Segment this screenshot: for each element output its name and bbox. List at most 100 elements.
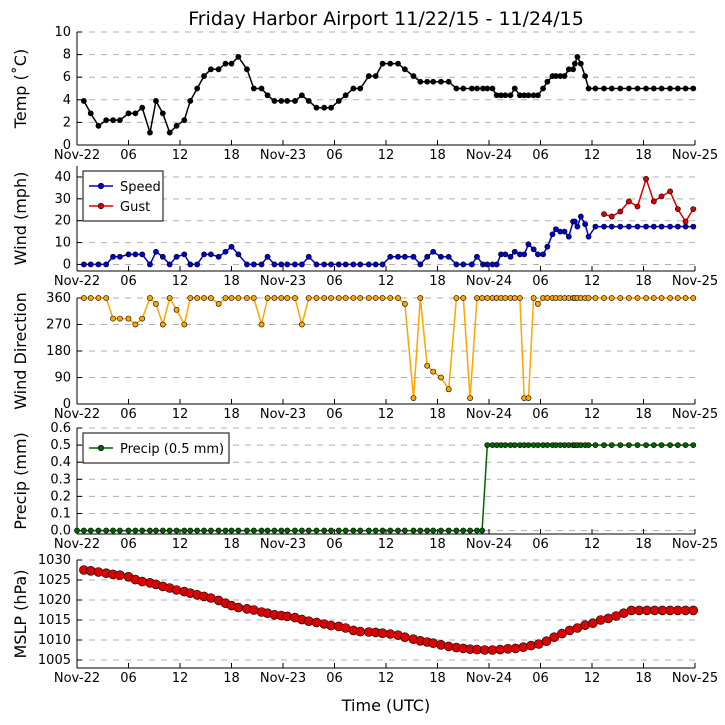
wind-dir-data-point	[328, 295, 334, 301]
temp-data-point	[357, 85, 364, 92]
precip-ylabel: Precip (mm)	[11, 432, 30, 530]
precip-data-point	[401, 527, 408, 534]
chart-title: Friday Harbor Airport 11/22/15 - 11/24/1…	[188, 8, 584, 30]
temp-data-point	[147, 129, 153, 136]
temp-data-point	[682, 85, 689, 92]
precip-legend-marker	[97, 444, 105, 452]
temp-xtick-label: 18	[429, 148, 446, 163]
wind-data-point	[565, 233, 572, 240]
mslp-data-point	[688, 605, 699, 616]
wind-dir-data-point	[80, 295, 87, 301]
temp-data-point	[585, 85, 592, 92]
wind-dir-data-point	[379, 295, 386, 301]
wind-dir-ytick-label: 0	[63, 397, 71, 412]
temp-data-point	[110, 117, 116, 124]
temp-data-point	[117, 117, 123, 124]
precip-data-point	[103, 527, 110, 534]
precip-data-point	[80, 527, 87, 534]
wind-data-point	[634, 203, 641, 210]
wind-xtick-label: 12	[172, 274, 189, 289]
wind-data-point	[549, 231, 556, 238]
temp-data-point	[535, 92, 541, 99]
wind-data-point	[350, 261, 357, 268]
precip-data-point	[424, 527, 431, 534]
precip-xtick-label: 18	[223, 537, 240, 552]
wind-ytick-label: 10	[54, 236, 71, 251]
wind-dir-data-point	[87, 295, 94, 301]
wind-xtick-label: 12	[378, 274, 395, 289]
precip-data-point	[460, 527, 467, 534]
temp-data-point	[215, 66, 222, 73]
precip-data-point	[244, 527, 250, 534]
wind-dir-data-point	[617, 295, 624, 301]
temp-xtick-label: 06	[532, 148, 549, 163]
precip-data-point	[474, 527, 480, 534]
wind-data-point	[80, 261, 87, 268]
temp-data-point	[313, 104, 320, 111]
temp-data-point	[570, 66, 577, 73]
wind-data-point	[601, 211, 607, 218]
wind-legend-marker	[97, 182, 105, 190]
temp-data-point	[507, 92, 514, 99]
wind-dir-data-point	[147, 295, 153, 301]
wind-data-point	[87, 261, 94, 268]
precip-xtick-label: 12	[584, 537, 601, 552]
temp-data-point	[582, 73, 589, 79]
temp-data-point	[571, 60, 578, 67]
precip-data-point	[292, 527, 298, 534]
temp-xtick-label: Nov-22	[54, 148, 100, 163]
wind-data-point	[430, 248, 437, 255]
precip-ytick-label: 0.1	[50, 506, 71, 521]
wind-dir-data-point	[342, 295, 349, 301]
temp-data-point	[674, 85, 681, 92]
precip-data-point	[74, 527, 80, 534]
temp-data-point	[159, 110, 166, 117]
precip-xtick-label: 06	[120, 537, 137, 552]
precip-data-point	[511, 442, 518, 448]
wind-legend-marker	[97, 202, 105, 210]
wind-dir-data-point	[502, 295, 509, 301]
wind-dir-data-point	[601, 295, 607, 301]
temp-data-point	[445, 78, 452, 85]
mslp-ytick-label: 1010	[38, 633, 71, 648]
mslp-data-point	[428, 638, 439, 649]
mslp-data-point	[311, 617, 322, 628]
mslp-data-point	[549, 632, 560, 643]
wind-data-point	[166, 261, 173, 268]
precip-xtick-label: 18	[429, 537, 446, 552]
temp-data-point	[468, 85, 475, 92]
precip-data-point	[342, 527, 349, 534]
wind-dir-ytick-label: 90	[54, 371, 71, 386]
precip-data-point	[658, 442, 665, 448]
temp-data-point	[194, 85, 201, 92]
precip-data-point	[445, 527, 452, 534]
wind-dir-xtick-label: 12	[172, 407, 189, 422]
precip-xtick-label: Nov-24	[466, 537, 512, 552]
wind-dir-xtick-label: Nov-23	[260, 407, 306, 422]
wind-data-point	[658, 193, 665, 200]
temp-data-point	[561, 73, 568, 79]
mslp-data-point	[526, 640, 536, 651]
mslp-ytick-label: 1005	[38, 653, 71, 668]
wind-ytick-label: 20	[54, 214, 71, 229]
wind-data-point	[153, 248, 159, 255]
wind-data-point	[460, 261, 467, 268]
precip-ytick-label: 0.2	[50, 489, 71, 504]
temp-data-point	[658, 85, 665, 92]
temp-data-point	[592, 85, 599, 92]
precip-data-point	[95, 527, 102, 534]
wind-dir-data-point	[278, 295, 285, 301]
temp-data-point	[430, 78, 437, 85]
wind-data-point	[159, 253, 166, 260]
wind-data-point	[525, 241, 532, 248]
precip-data-point	[525, 442, 532, 448]
wind-dir-data-point	[187, 295, 194, 301]
temp-data-point	[544, 78, 551, 85]
temp-data-point	[305, 98, 312, 104]
wind-dir-xtick-label: 18	[635, 407, 652, 422]
temp-data-point	[139, 104, 146, 111]
precip-data-point	[166, 527, 173, 534]
temp-data-point	[484, 85, 491, 92]
precip-data-point	[585, 442, 592, 448]
precip-data-point	[250, 527, 257, 534]
